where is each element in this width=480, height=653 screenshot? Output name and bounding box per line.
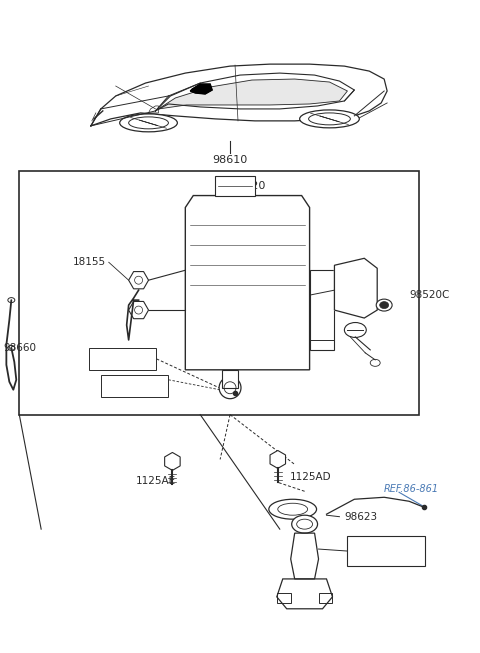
Polygon shape (270, 451, 286, 468)
Ellipse shape (269, 500, 316, 519)
Polygon shape (277, 579, 333, 609)
Polygon shape (291, 533, 319, 579)
Bar (319, 593, 333, 603)
Bar (310, 270, 335, 350)
Text: 98520C: 98520C (409, 290, 449, 300)
Text: 98660: 98660 (3, 343, 36, 353)
Ellipse shape (120, 114, 178, 132)
Ellipse shape (376, 299, 392, 311)
Polygon shape (335, 259, 377, 318)
Polygon shape (156, 73, 354, 111)
Bar (19, 170, 419, 415)
Text: 98620: 98620 (230, 181, 265, 191)
Polygon shape (129, 272, 148, 289)
Bar (89, 348, 156, 370)
Ellipse shape (300, 110, 360, 128)
Bar (101, 375, 168, 397)
Polygon shape (165, 453, 180, 470)
Ellipse shape (219, 377, 241, 399)
Text: 98623: 98623 (344, 512, 377, 522)
Polygon shape (158, 79, 348, 109)
Text: REF.86-861: REF.86-861 (384, 485, 439, 494)
Polygon shape (185, 195, 310, 370)
Text: 98610: 98610 (213, 155, 248, 165)
Polygon shape (91, 64, 387, 126)
Bar (348, 536, 425, 566)
Bar (222, 370, 238, 388)
Text: 1125AE: 1125AE (135, 476, 176, 486)
Polygon shape (129, 302, 148, 319)
Ellipse shape (292, 515, 318, 533)
Polygon shape (190, 84, 212, 94)
Text: 1125AD: 1125AD (290, 472, 331, 483)
Text: 18155: 18155 (72, 257, 106, 267)
Bar (215, 176, 255, 195)
Ellipse shape (380, 302, 389, 309)
Text: 98510F: 98510F (103, 354, 142, 364)
Text: 98323A: 98323A (366, 546, 406, 556)
Text: 98515A: 98515A (115, 381, 155, 390)
Bar (277, 593, 291, 603)
